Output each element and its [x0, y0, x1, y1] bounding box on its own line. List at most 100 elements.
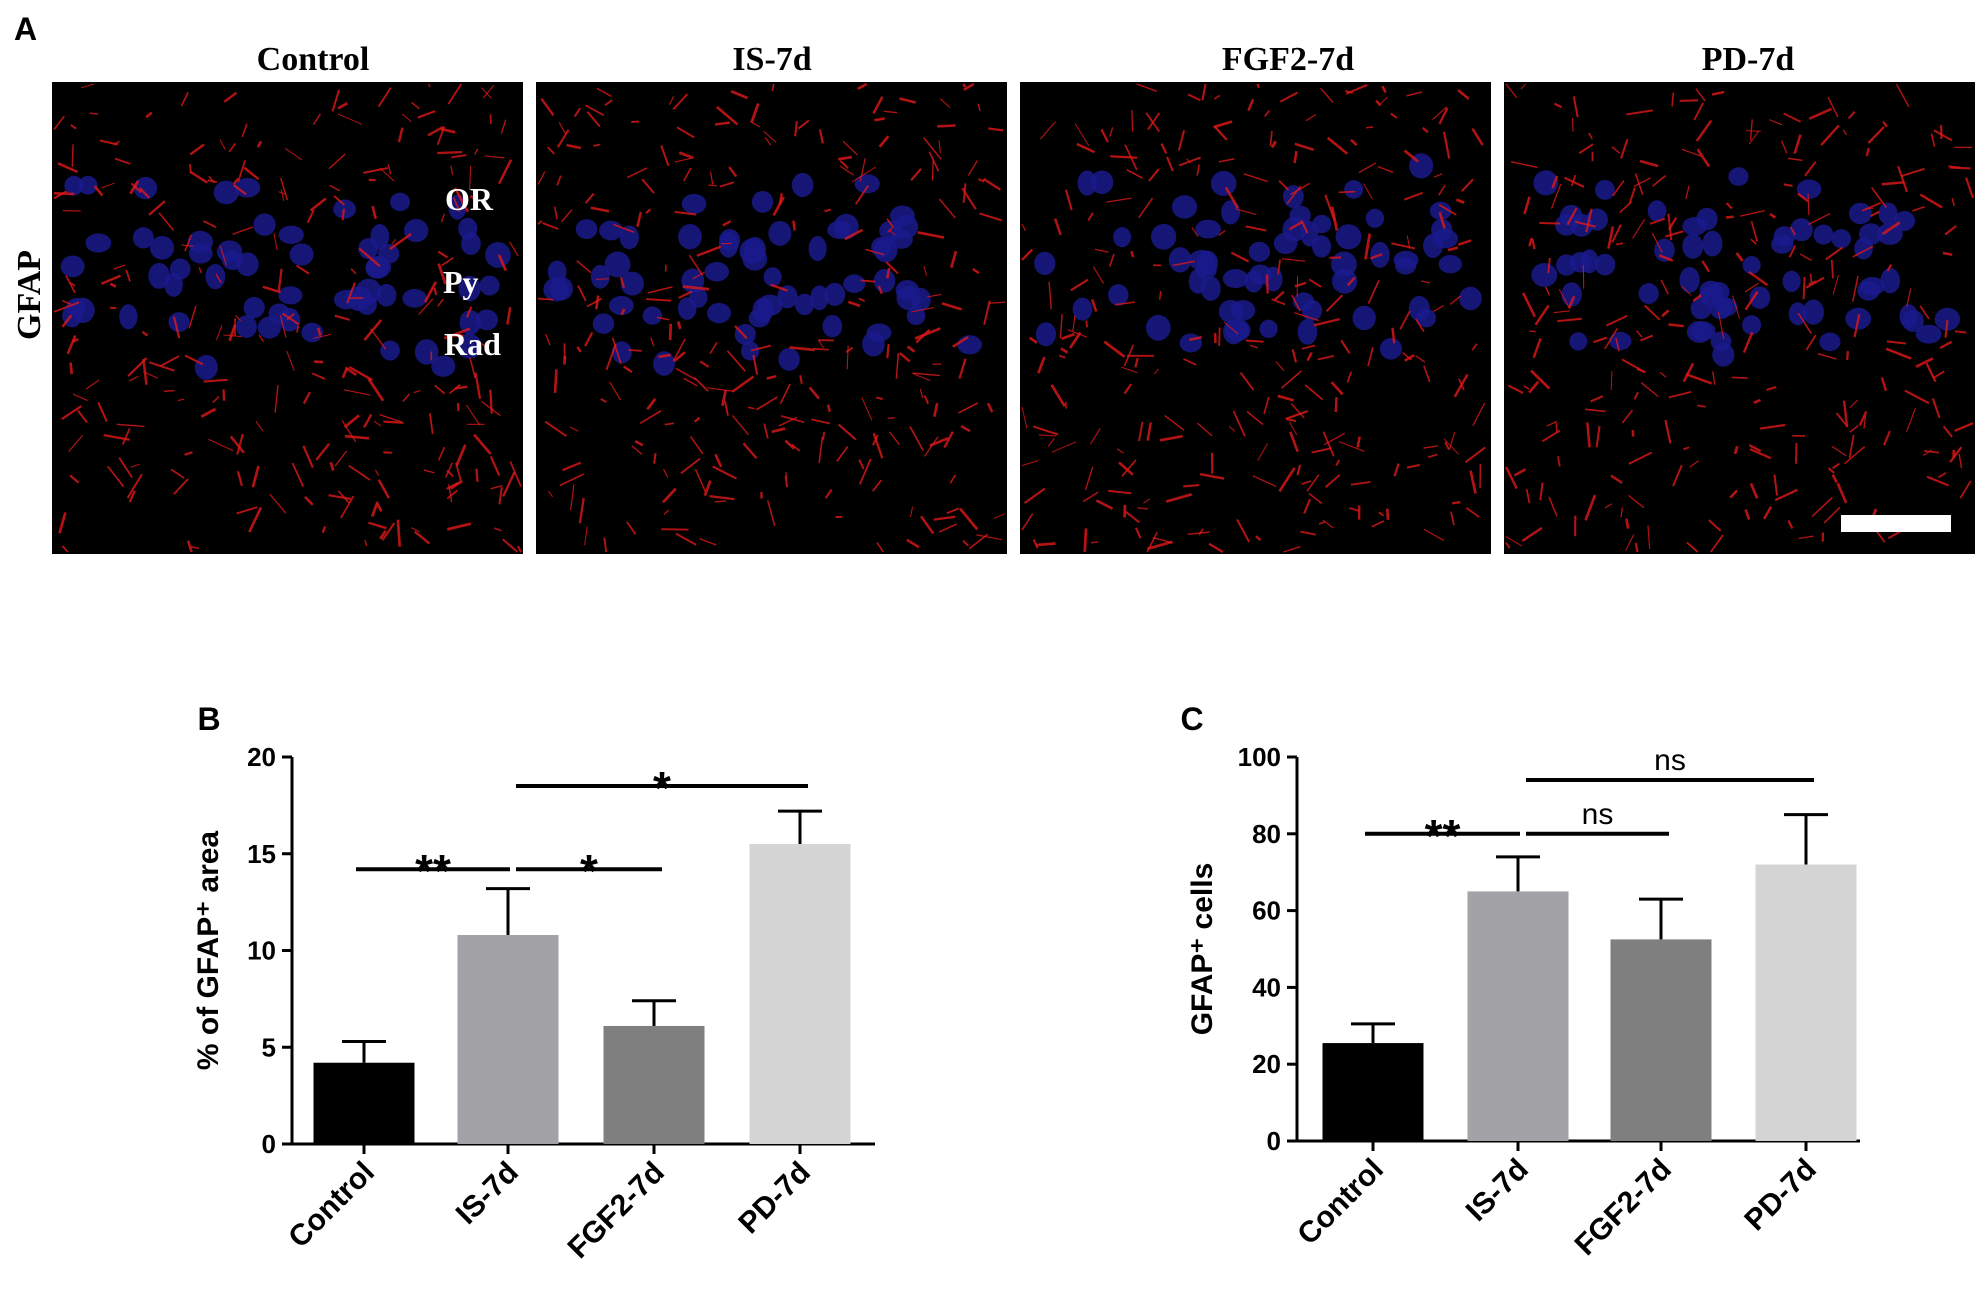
- astrocyte-process: [1391, 242, 1416, 250]
- astrocyte-process: [1469, 470, 1477, 494]
- astrocyte-process: [924, 436, 939, 457]
- astrocyte-process: [1364, 233, 1372, 260]
- astrocyte-process: [437, 250, 449, 259]
- y-tick-label: 10: [247, 936, 276, 966]
- astrocyte-process: [1748, 444, 1762, 453]
- astrocyte-process: [676, 321, 682, 330]
- astrocyte-process: [950, 250, 958, 269]
- nucleus: [479, 275, 500, 296]
- astrocyte-process: [1130, 250, 1135, 258]
- bar: [1467, 891, 1569, 1141]
- astrocyte-process: [1789, 226, 1796, 236]
- astrocyte-process: [228, 142, 237, 153]
- astrocyte-process: [1249, 344, 1259, 349]
- astrocyte-process: [248, 507, 263, 533]
- astrocyte-process: [1363, 183, 1374, 200]
- astrocyte-process: [1070, 278, 1089, 292]
- astrocyte-process: [1769, 119, 1783, 126]
- nucleus: [1072, 297, 1093, 321]
- astrocyte-process: [1954, 330, 1967, 334]
- nucleus: [590, 264, 610, 289]
- astrocyte-process: [1744, 282, 1759, 293]
- astrocyte-process: [976, 534, 1003, 541]
- astrocyte-process: [497, 254, 508, 272]
- astrocyte-process: [1218, 230, 1226, 236]
- astrocyte-process: [397, 127, 404, 143]
- astrocyte-process: [1247, 98, 1255, 112]
- bar: [749, 844, 851, 1144]
- astrocyte-process: [885, 261, 899, 275]
- astrocyte-process: [1811, 496, 1833, 517]
- astrocyte-process: [1123, 383, 1133, 395]
- astrocyte-process: [696, 245, 722, 257]
- astrocyte-process: [556, 129, 570, 148]
- nucleus: [1379, 337, 1403, 360]
- astrocyte-process: [1951, 198, 1955, 207]
- astrocyte-process: [1340, 339, 1351, 354]
- astrocyte-process: [469, 357, 476, 379]
- astrocyte-process: [70, 124, 77, 130]
- astrocyte-process: [584, 526, 588, 546]
- astrocyte-process: [1880, 377, 1888, 392]
- astrocyte-process: [181, 244, 194, 247]
- astrocyte-process: [755, 396, 778, 411]
- astrocyte-process: [1863, 414, 1867, 429]
- astrocyte-process: [1125, 511, 1140, 524]
- astrocyte-process: [53, 191, 75, 196]
- astrocyte-process: [1831, 445, 1847, 457]
- astrocyte-process: [186, 540, 193, 553]
- astrocyte-process: [446, 489, 459, 500]
- nucleus: [1393, 250, 1419, 270]
- astrocyte-process: [447, 83, 462, 105]
- astrocyte-process: [1612, 180, 1625, 197]
- astrocyte-process: [1306, 474, 1320, 492]
- astrocyte-process: [232, 226, 254, 235]
- astrocyte-process: [1423, 445, 1438, 449]
- astrocyte-process: [1686, 541, 1699, 553]
- nucleus: [866, 323, 892, 342]
- astrocyte-process: [497, 159, 513, 185]
- astrocyte-process: [375, 501, 383, 512]
- astrocyte-process: [1187, 93, 1201, 102]
- astrocyte-process: [609, 381, 622, 401]
- x-tick-label: IS-7d: [1460, 1153, 1535, 1228]
- astrocyte-process: [1036, 542, 1056, 547]
- astrocyte-process: [1427, 453, 1438, 459]
- astrocyte-process: [1235, 208, 1257, 216]
- astrocyte-process: [912, 372, 931, 382]
- nucleus: [1352, 305, 1376, 331]
- astrocyte-process: [661, 528, 689, 531]
- astrocyte-process: [69, 474, 80, 484]
- astrocyte-process: [1664, 419, 1672, 444]
- astrocyte-process: [1667, 216, 1678, 231]
- astrocyte-process: [286, 350, 295, 371]
- astrocyte-process: [1865, 147, 1870, 157]
- astrocyte-process: [481, 87, 492, 99]
- astrocyte-process: [639, 410, 662, 425]
- astrocyte-process: [1100, 128, 1109, 143]
- astrocyte-process: [553, 369, 558, 394]
- astrocyte-process: [662, 468, 669, 478]
- astrocyte-process: [1610, 474, 1623, 484]
- astrocyte-process: [215, 273, 222, 284]
- astrocyte-process: [1415, 318, 1425, 333]
- astrocyte-process: [1148, 168, 1160, 182]
- astrocyte-process: [1448, 432, 1456, 450]
- astrocyte-process: [1505, 83, 1518, 99]
- astrocyte-process: [678, 290, 693, 299]
- astrocyte-process: [1883, 430, 1891, 446]
- astrocyte-process: [66, 335, 77, 355]
- astrocyte-process: [1808, 280, 1817, 285]
- astrocyte-process: [1236, 518, 1251, 543]
- astrocyte-process: [1659, 371, 1667, 378]
- astrocyte-process: [1628, 451, 1653, 465]
- astrocyte-process: [71, 144, 74, 167]
- astrocyte-process: [600, 398, 607, 404]
- astrocyte-process: [960, 424, 971, 433]
- astrocyte-process: [1611, 146, 1621, 154]
- astrocyte-process: [387, 163, 392, 175]
- nucleus: [1151, 223, 1177, 250]
- astrocyte-process: [1710, 534, 1724, 553]
- astrocyte-process: [1083, 528, 1088, 553]
- astrocyte-process: [1696, 404, 1706, 408]
